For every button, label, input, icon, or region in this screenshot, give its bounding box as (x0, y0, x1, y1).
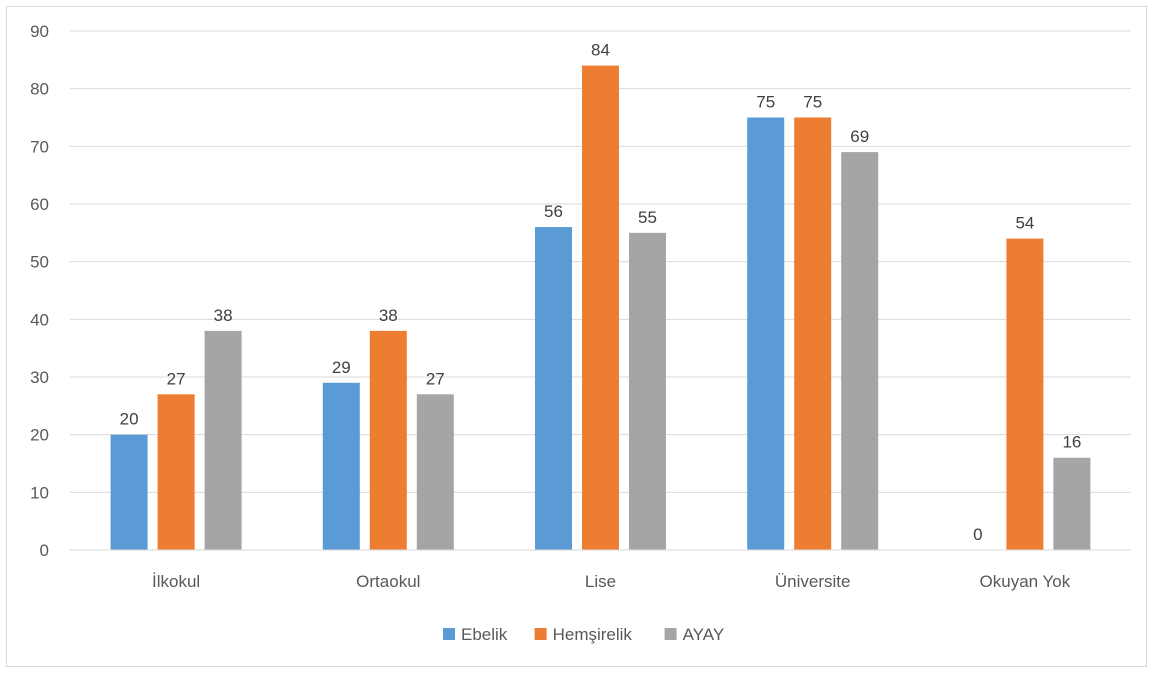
data-label: 16 (1062, 433, 1081, 452)
y-tick-label: 0 (40, 541, 49, 560)
y-tick-label: 60 (30, 195, 49, 214)
legend-swatch (534, 628, 547, 640)
bar-hemşirelik (1006, 238, 1044, 550)
legend-item-hemşirelik: Hemşirelik (534, 625, 633, 644)
bar-ebelik (322, 382, 360, 550)
x-tick-label: Okuyan Yok (980, 572, 1071, 591)
legend-label: Ebelik (461, 625, 508, 644)
bar-ebelik (110, 434, 148, 550)
y-axis-ticks: 0 10 20 30 40 50 60 70 80 90 (30, 22, 49, 560)
data-label: 0 (973, 525, 982, 544)
data-label: 75 (803, 93, 822, 112)
bar-ayay (841, 152, 879, 550)
bar-ayay (629, 232, 666, 551)
data-label: 38 (214, 306, 233, 325)
y-tick-label: 50 (30, 253, 49, 272)
y-tick-label: 40 (30, 310, 49, 329)
legend: Ebelik Hemşirelik AYAY (443, 625, 724, 644)
legend-item-ebelik: Ebelik (443, 625, 508, 644)
bar-ebelik (747, 117, 785, 550)
bar-hemşirelik (369, 330, 407, 550)
bar-hemşirelik (157, 394, 195, 550)
legend-item-ayay: AYAY (664, 625, 725, 644)
y-tick-label: 70 (30, 137, 49, 156)
data-label: 29 (332, 358, 351, 377)
legend-swatch (443, 628, 455, 640)
x-axis: İlkokul Ortaokul Lise Üniversite Okuyan Yok (70, 549, 1131, 591)
y-tick-label: 90 (30, 22, 49, 41)
legend-swatch (664, 628, 677, 640)
data-label: 55 (638, 208, 657, 227)
data-label: 27 (426, 369, 445, 388)
x-tick-label: Üniversite (775, 572, 851, 591)
data-label: 75 (756, 93, 775, 112)
x-tick-label: Ortaokul (356, 572, 420, 591)
data-label: 84 (591, 41, 610, 60)
legend-label: Hemşirelik (553, 625, 633, 644)
data-label: 54 (1015, 214, 1034, 233)
data-labels: 20 27 38 29 38 27 56 84 55 75 75 69 0 54 16 (120, 41, 1082, 544)
bar-hemşirelik (582, 65, 619, 550)
legend-label: AYAY (683, 625, 725, 644)
bars (110, 65, 1091, 551)
bar-ayay (204, 330, 242, 550)
y-tick-label: 30 (30, 368, 49, 387)
chart-frame (6, 6, 1147, 667)
x-tick-label: İlkokul (152, 572, 200, 591)
bar-ayay (416, 394, 454, 550)
data-label: 56 (544, 202, 563, 221)
y-tick-label: 20 (30, 426, 49, 445)
data-label: 20 (120, 410, 139, 429)
data-label: 69 (850, 127, 869, 146)
data-label: 38 (379, 306, 398, 325)
y-tick-label: 10 (30, 483, 49, 502)
data-label: 27 (167, 369, 186, 388)
bar-hemşirelik (794, 117, 832, 550)
bar-ayay (1053, 457, 1091, 550)
y-tick-label: 80 (30, 80, 49, 99)
x-tick-label: Lise (585, 572, 616, 591)
bar-ebelik (535, 227, 572, 551)
